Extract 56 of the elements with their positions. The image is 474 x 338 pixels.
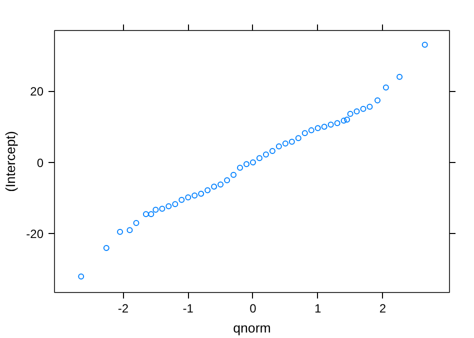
point xyxy=(243,161,250,168)
x-tick-label: -1 xyxy=(182,302,194,316)
point xyxy=(314,125,321,132)
point xyxy=(396,74,403,80)
point xyxy=(178,196,185,203)
point xyxy=(103,244,110,251)
point xyxy=(374,97,381,104)
point xyxy=(211,184,218,190)
point xyxy=(237,164,243,171)
point xyxy=(382,84,389,91)
y-tick-label: 0 xyxy=(36,156,44,170)
point xyxy=(334,120,340,126)
point xyxy=(230,172,237,178)
point xyxy=(422,42,428,48)
point xyxy=(218,181,224,188)
point xyxy=(354,108,360,114)
x-tick-label: 2 xyxy=(379,302,386,316)
y-tick-label: 20 xyxy=(30,84,44,99)
point xyxy=(262,152,269,158)
point xyxy=(256,155,262,162)
point xyxy=(133,220,140,226)
point xyxy=(302,130,308,136)
point xyxy=(340,118,347,124)
point xyxy=(117,228,124,235)
point xyxy=(185,194,192,200)
point xyxy=(269,148,276,154)
point xyxy=(360,106,366,112)
point xyxy=(198,190,204,197)
point xyxy=(204,187,211,194)
point xyxy=(172,201,178,208)
point xyxy=(366,104,373,110)
point xyxy=(159,206,166,212)
point xyxy=(166,203,172,210)
x-tick-label: 0 xyxy=(250,302,257,316)
point xyxy=(282,140,288,146)
point xyxy=(152,206,159,213)
point xyxy=(276,143,282,150)
point xyxy=(288,138,295,145)
point xyxy=(224,177,230,184)
point xyxy=(192,192,198,199)
point xyxy=(142,211,149,218)
point xyxy=(321,124,328,130)
y-tick-label: -20 xyxy=(26,227,44,242)
point xyxy=(250,159,256,166)
x-tick-label: -2 xyxy=(118,302,129,316)
point xyxy=(347,110,354,117)
point xyxy=(344,116,350,123)
point xyxy=(78,273,84,280)
point xyxy=(328,122,334,128)
x-tick-label: 1 xyxy=(314,302,322,316)
x-axis-title: qnorm xyxy=(233,320,271,336)
point xyxy=(126,227,133,234)
point xyxy=(308,127,314,134)
point xyxy=(148,211,154,218)
point xyxy=(295,135,302,142)
y-axis-title: (Intercept) xyxy=(3,131,18,192)
